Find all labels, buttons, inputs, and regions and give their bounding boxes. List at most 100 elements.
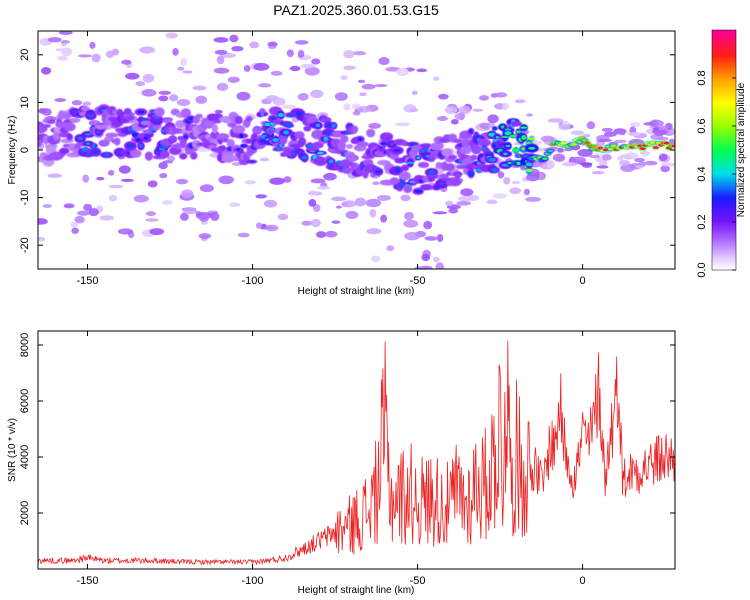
spectrogram-background-blob	[198, 233, 212, 239]
spectrogram-background-blob	[249, 41, 260, 49]
spectrogram-background-blob	[444, 106, 458, 114]
colorbar-segment	[712, 78, 736, 81]
spectrogram-ridge-core	[491, 167, 498, 173]
spectrogram-ridge-core	[528, 146, 536, 150]
spectrogram-ridge-blob	[81, 105, 90, 112]
colorbar-gradient	[712, 30, 736, 271]
spectrogram-background-blob	[651, 129, 667, 134]
spectrogram-background-blob	[227, 76, 240, 83]
colorbar-segment	[712, 34, 736, 37]
spectrogram-background-blob	[82, 101, 92, 106]
spectrogram-ridge-blob	[211, 123, 219, 134]
colorbar-segment	[712, 222, 736, 225]
spectrogram-ridge-blob	[259, 108, 266, 115]
spectrogram-ridge-core	[249, 160, 254, 163]
colorbar-segment	[712, 214, 736, 217]
colorbar-segment	[712, 118, 736, 121]
spectrogram-background-blob	[195, 95, 208, 104]
colorbar-segment	[712, 170, 736, 173]
spectrogram-ridge-core	[135, 138, 141, 142]
spectrogram-ridge-blob	[294, 131, 305, 139]
spectrogram-background-blob	[570, 156, 587, 165]
colorbar-segment	[712, 142, 736, 145]
colorbar-segment	[712, 108, 736, 111]
colorbar-segment	[712, 256, 736, 259]
spectrogram-ridge-core	[331, 123, 336, 128]
spectrogram-background-blob	[214, 49, 228, 55]
colorbar-segment	[712, 254, 736, 257]
spectrogram-ridge-core	[492, 126, 497, 131]
colorbar-segment	[712, 72, 736, 75]
spectrogram-ridge-core	[315, 123, 321, 128]
colorbar-segment	[712, 128, 736, 131]
snr-x-tick-label: -150	[76, 575, 98, 587]
colorbar-segment	[712, 122, 736, 125]
spectrogram-ridge-core	[279, 143, 283, 147]
spectrogram-background-blob	[216, 82, 229, 92]
spectrogram-background-blob	[400, 194, 411, 202]
colorbar-segment	[712, 160, 736, 163]
spectrogram-background-blob	[139, 46, 156, 54]
colorbar-segment	[712, 196, 736, 199]
spectrogram-ridge-blob	[297, 137, 307, 147]
spectrogram-background-blob	[83, 203, 93, 212]
spectrogram-background-blob	[108, 194, 118, 202]
spectrogram-background-blob	[55, 48, 65, 52]
spectrogram-ridge-core	[325, 123, 332, 128]
spectrogram-ridge-core	[671, 144, 675, 148]
spectrogram-background-blob	[415, 266, 430, 269]
colorbar-segment	[712, 152, 736, 155]
spectrogram-background-blob	[308, 190, 318, 195]
spectrogram-background-blob	[236, 91, 251, 101]
spectrogram-ridge-blob	[337, 140, 347, 151]
spectrogram-ridge-core	[301, 156, 308, 159]
spectrogram-ridge-blob	[129, 149, 142, 158]
spectrogram-background-blob	[619, 130, 626, 136]
colorbar-segment	[712, 206, 736, 209]
snr-x-tick-label: -50	[410, 575, 426, 587]
spectrogram-background-blob	[121, 59, 132, 65]
spectrogram-background-blob	[509, 187, 522, 195]
spectrogram-ridge-blob	[471, 144, 482, 155]
snr-y-axis-label: SNR (10 * v/v)	[7, 418, 18, 482]
spectrogram-ridge-core	[345, 130, 349, 135]
spectrogram-background-blob	[82, 174, 90, 183]
colorbar-segment	[712, 98, 736, 101]
colorbar-segment	[712, 104, 736, 107]
spectrogram-background-blob	[658, 153, 668, 162]
spectrogram-background-blob	[552, 153, 566, 162]
spectrogram-background-blob	[282, 104, 296, 109]
colorbar-segment	[712, 184, 736, 187]
spectrogram-background-blob	[409, 108, 419, 113]
spectrogram-background-blob	[149, 228, 165, 236]
colorbar-segment	[712, 58, 736, 61]
spectrogram-background-blob	[177, 66, 185, 71]
colorbar-frame	[711, 29, 737, 271]
colorbar-segment	[712, 154, 736, 157]
spectrogram-background-blob	[181, 189, 194, 199]
spectrogram-background-blob	[591, 170, 605, 175]
spectrogram-background-blob	[96, 176, 105, 181]
spectrogram-background-blob	[456, 200, 472, 206]
spectrogram-ridge-blob	[140, 120, 152, 126]
spectrogram-ridge-core	[325, 130, 332, 135]
spectrogram-background-blob	[614, 139, 627, 143]
spectrogram-ridge-core	[505, 144, 511, 148]
colorbar-segment	[712, 224, 736, 227]
colorbar-segment	[712, 60, 736, 63]
spectrogram-background-blob	[199, 214, 209, 222]
colorbar-segment	[712, 190, 736, 193]
spectrogram-ridge-core	[91, 143, 96, 149]
colorbar-segment	[712, 234, 736, 237]
chart-title: PAZ1.2025.360.01.53.G15	[273, 2, 439, 18]
spectrogram-background-blob	[596, 165, 609, 169]
spectrogram-ridge-core	[406, 161, 415, 164]
spectrogram-background-blob	[445, 200, 454, 207]
colorbar-segment	[712, 88, 736, 91]
colorbar-segment	[712, 164, 736, 167]
spectrogram-background-blob	[657, 136, 669, 141]
spectrogram-background-blob	[514, 99, 526, 104]
spectrogram-background-blob	[432, 211, 448, 215]
snr-x-tick-label: -100	[242, 575, 264, 587]
spectrogram-background-blob	[91, 53, 101, 63]
